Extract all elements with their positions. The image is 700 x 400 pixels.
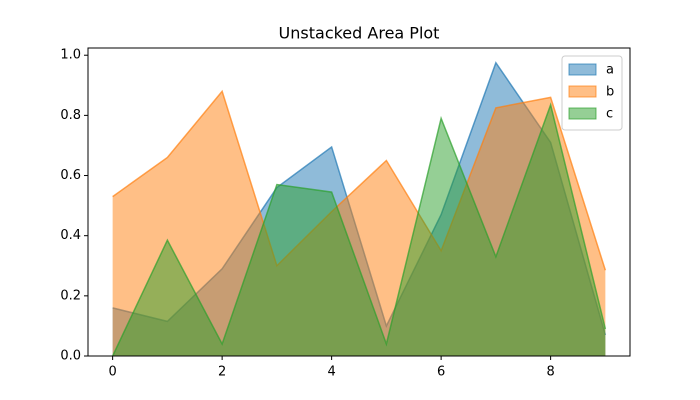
x-tick-label: 0 xyxy=(108,365,116,380)
x-tick-label: 4 xyxy=(327,365,335,380)
plot-frame xyxy=(87,47,631,357)
y-tick-label: 0.8 xyxy=(60,108,81,123)
legend-swatch xyxy=(568,107,597,120)
area-line xyxy=(112,89,607,271)
y-tick-label: 0.2 xyxy=(60,288,81,303)
x-tick-label: 2 xyxy=(218,365,226,380)
x-tick-label: 8 xyxy=(546,365,554,380)
area-fill xyxy=(112,104,606,356)
chart-title: Unstacked Area Plot xyxy=(279,24,440,43)
x-tick-label: 6 xyxy=(437,365,445,380)
y-tick-label: 0.0 xyxy=(60,349,81,364)
y-tick-label: 0.4 xyxy=(60,228,81,243)
legend-swatch xyxy=(568,85,597,98)
y-tick-label: 0.6 xyxy=(60,168,81,183)
y-tick-label: 1.0 xyxy=(60,48,81,63)
legend-label: b xyxy=(606,85,614,100)
legend-label: c xyxy=(606,107,613,122)
area-line xyxy=(111,102,607,357)
legend-label: a xyxy=(606,63,614,78)
legend-swatch xyxy=(568,63,597,76)
